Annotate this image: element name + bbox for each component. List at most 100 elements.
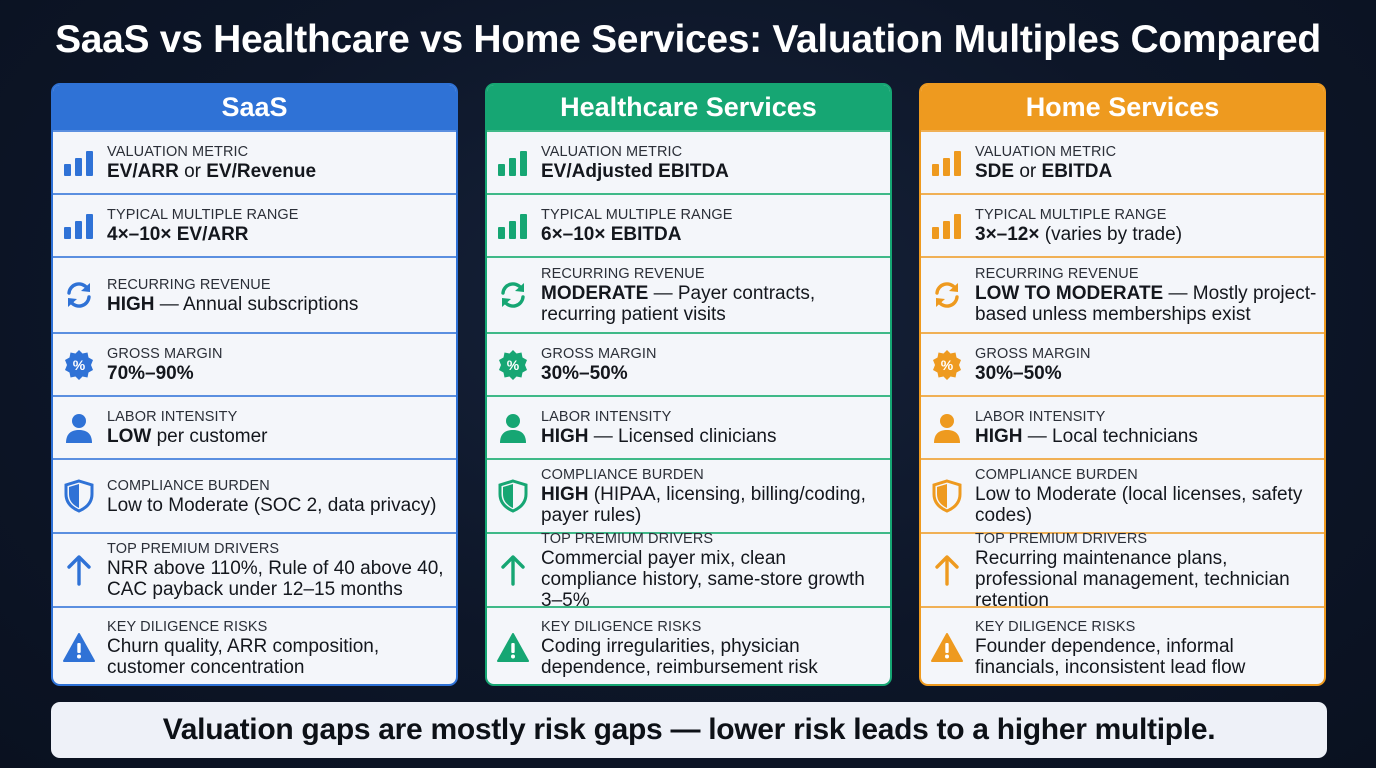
metric-value: LOW per customer [107, 426, 267, 447]
card-header: Home Services [921, 85, 1324, 130]
metric-row: TOP PREMIUM DRIVERS Recurring maintenance… [921, 531, 1324, 611]
metric-value-text: Founder dependence, informal financials,… [975, 635, 1246, 678]
metric-label: TYPICAL MULTIPLE RANGE [975, 207, 1167, 223]
metric-rows: VALUATION METRIC SDE or EBITDA TYPICAL MUL… [921, 130, 1324, 684]
home-services-card: Home Services VALUATION METRIC SDE or EBIT… [919, 83, 1326, 686]
metric-value: Low to Moderate (SOC 2, data privacy) [107, 495, 436, 516]
warning-icon [496, 631, 530, 665]
refresh-icon [496, 278, 530, 312]
metric-value: 30%–50% [541, 363, 657, 384]
metric-value: Coding irregularities, physician depende… [541, 636, 886, 678]
metric-row: COMPLIANCE BURDEN HIGH (HIPAA, licensing,… [487, 458, 890, 532]
metric-value-text: — Licensed clinicians [588, 426, 777, 447]
metric-value-text: Commercial payer mix, clean compliance h… [541, 547, 865, 611]
metric-value-emphasis: HIGH [541, 426, 589, 447]
metric-value-emphasis: SDE [975, 161, 1015, 182]
metric-label: LABOR INTENSITY [107, 409, 238, 425]
metric-row: TYPICAL MULTIPLE RANGE 3×–12× (varies by … [921, 193, 1324, 256]
metric-value-emphasis: LOW [107, 426, 152, 447]
bar-chart-icon [930, 209, 964, 243]
metric-row: RECURRING REVENUE LOW TO MODERATE — Mostl… [921, 256, 1324, 332]
metric-label: COMPLIANCE BURDEN [541, 467, 704, 483]
metric-value: Recurring maintenance plans, professiona… [975, 548, 1320, 611]
metric-row: COMPLIANCE BURDEN Low to Moderate (local … [921, 458, 1324, 532]
metric-row: VALUATION METRIC SDE or EBITDA [921, 130, 1324, 193]
metric-value: Founder dependence, informal financials,… [975, 636, 1320, 678]
metric-value: EV/Adjusted EBITDA [541, 161, 729, 182]
metric-value-emphasis: EV/Revenue [206, 161, 317, 182]
percent-badge-icon: % [496, 348, 530, 382]
svg-text:%: % [941, 357, 954, 373]
metric-label: RECURRING REVENUE [975, 266, 1139, 282]
metric-value-emphasis: 4×–10× EV/ARR [107, 224, 249, 245]
metric-label: TYPICAL MULTIPLE RANGE [107, 207, 299, 223]
metric-value-emphasis: EBITDA [1041, 161, 1113, 182]
svg-text:%: % [507, 357, 520, 373]
metric-row: KEY DILIGENCE RISKS Founder dependence, i… [921, 606, 1324, 684]
metric-row: RECURRING REVENUE HIGH — Annual subscript… [53, 256, 456, 332]
metric-value-text: — Payer contracts, recurring patient vis… [541, 283, 816, 325]
svg-text:%: % [73, 357, 86, 373]
arrow-up-icon [496, 553, 530, 587]
percent-badge-icon: % [62, 348, 96, 382]
metric-value-emphasis: 30%–50% [975, 363, 1062, 384]
metric-value-emphasis: EV/Adjusted EBITDA [541, 161, 729, 182]
metric-value-emphasis: HIGH [541, 484, 589, 505]
metric-value-emphasis: 70%–90% [107, 363, 194, 384]
metric-row: COMPLIANCE BURDEN Low to Moderate (SOC 2,… [53, 458, 456, 532]
metric-row: TOP PREMIUM DRIVERS NRR above 110%, Rule … [53, 532, 456, 606]
bar-chart-icon [496, 209, 530, 243]
metric-row: KEY DILIGENCE RISKS Churn quality, ARR co… [53, 606, 456, 684]
metric-label: RECURRING REVENUE [107, 276, 271, 293]
metric-label: GROSS MARGIN [975, 346, 1091, 362]
metric-value: NRR above 110%, Rule of 40 above 40, CAC… [107, 558, 452, 600]
metric-value: MODERATE — Payer contracts, recurring pa… [541, 283, 886, 325]
metric-label: GROSS MARGIN [541, 346, 657, 362]
metric-value-text: — Annual subscriptions [154, 293, 359, 315]
healthcare-card: Healthcare Services VALUATION METRIC EV/Ad… [485, 83, 892, 686]
percent-badge-icon: % [930, 348, 964, 382]
metric-value-emphasis: HIGH [975, 426, 1023, 447]
metric-value-text: per customer [151, 426, 268, 447]
metric-label: GROSS MARGIN [107, 346, 223, 362]
metric-value-emphasis: 30%–50% [541, 363, 628, 384]
metric-value: Churn quality, ARR composition, customer… [107, 636, 452, 678]
metric-value-emphasis: 3×–12× [975, 224, 1040, 245]
metric-row: % GROSS MARGIN 30%–50% [487, 332, 890, 395]
metric-rows: VALUATION METRIC EV/ARR or EV/Revenue TYPI… [53, 130, 456, 684]
metric-row: TOP PREMIUM DRIVERS Commercial payer mix,… [487, 531, 890, 611]
metric-value: 4×–10× EV/ARR [107, 224, 299, 245]
metric-value-emphasis: HIGH [107, 293, 155, 315]
arrow-up-icon [930, 553, 964, 587]
refresh-icon [930, 278, 964, 312]
metric-value: LOW TO MODERATE — Mostly project-based u… [975, 283, 1320, 325]
metric-value-emphasis: MODERATE [541, 283, 649, 304]
bar-chart-icon [496, 146, 530, 180]
card-header: Healthcare Services [487, 85, 890, 130]
bar-chart-icon [62, 209, 96, 243]
person-icon [930, 411, 964, 445]
metric-value-text: — Local technicians [1022, 426, 1198, 447]
metric-value: HIGH — Local technicians [975, 426, 1198, 447]
bar-chart-icon [930, 146, 964, 180]
metric-value-text: Low to Moderate (SOC 2, data privacy) [107, 494, 437, 516]
metric-label: VALUATION METRIC [107, 144, 249, 160]
metric-row: TYPICAL MULTIPLE RANGE 6×–10× EBITDA [487, 193, 890, 256]
metric-rows: VALUATION METRIC EV/Adjusted EBITDA TYPICA… [487, 130, 890, 684]
metric-value-text: — Mostly project-based unless membership… [975, 283, 1317, 325]
metric-label: TOP PREMIUM DRIVERS [107, 541, 280, 557]
metric-value: 70%–90% [107, 363, 223, 384]
metric-value: 6×–10× EBITDA [541, 224, 733, 245]
metric-value-text: (HIPAA, licensing, billing/coding, payer… [541, 484, 866, 526]
metric-value-text: Churn quality, ARR composition, customer… [107, 635, 380, 678]
metric-value-emphasis: LOW TO MODERATE [975, 283, 1164, 304]
page-title: SaaS vs Healthcare vs Home Services: Val… [55, 18, 1321, 61]
metric-label: LABOR INTENSITY [541, 409, 672, 425]
metric-value: SDE or EBITDA [975, 161, 1116, 182]
metric-label: COMPLIANCE BURDEN [107, 477, 270, 494]
metric-value-text: or [178, 161, 207, 182]
metric-value: EV/ARR or EV/Revenue [107, 161, 316, 182]
metric-value: 30%–50% [975, 363, 1091, 384]
metric-row: VALUATION METRIC EV/ARR or EV/Revenue [53, 130, 456, 193]
metric-label: KEY DILIGENCE RISKS [541, 618, 702, 635]
